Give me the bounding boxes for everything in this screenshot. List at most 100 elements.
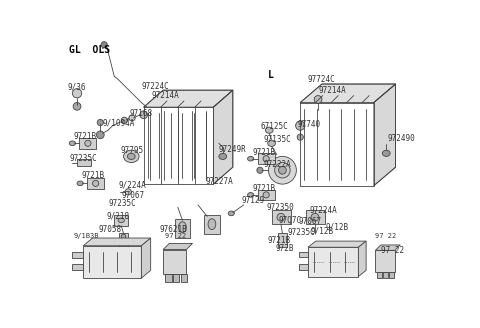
Ellipse shape bbox=[268, 140, 276, 146]
Text: 9/224A: 9/224A bbox=[119, 181, 147, 190]
Text: 97 22: 97 22 bbox=[381, 246, 404, 256]
Ellipse shape bbox=[311, 214, 319, 221]
Ellipse shape bbox=[265, 127, 273, 133]
Text: 9/12B: 9/12B bbox=[325, 223, 348, 232]
Ellipse shape bbox=[96, 131, 104, 139]
Ellipse shape bbox=[263, 155, 269, 162]
Bar bbox=[181, 274, 187, 282]
Ellipse shape bbox=[121, 234, 126, 239]
Text: 9/36: 9/36 bbox=[68, 82, 86, 92]
Ellipse shape bbox=[179, 222, 186, 233]
Ellipse shape bbox=[257, 167, 263, 173]
Text: 97067: 97067 bbox=[122, 191, 145, 200]
Text: 9/1B3B: 9/1B3B bbox=[74, 233, 99, 239]
Text: 9/218: 9/218 bbox=[107, 211, 130, 220]
Text: 97235C: 97235C bbox=[108, 199, 136, 209]
Text: 9/1094A: 9/1094A bbox=[103, 119, 135, 128]
Ellipse shape bbox=[140, 111, 147, 119]
Bar bbox=[308, 247, 359, 277]
Polygon shape bbox=[300, 84, 396, 102]
Text: 97135C: 97135C bbox=[264, 135, 291, 144]
Text: 9721B: 9721B bbox=[74, 133, 97, 141]
Ellipse shape bbox=[101, 42, 107, 48]
Text: 972490: 972490 bbox=[387, 134, 415, 143]
Bar bbox=[72, 264, 83, 270]
Bar bbox=[258, 190, 275, 200]
Ellipse shape bbox=[73, 102, 81, 110]
Bar bbox=[204, 215, 220, 234]
Ellipse shape bbox=[248, 156, 254, 161]
Bar bbox=[166, 274, 172, 282]
Polygon shape bbox=[144, 90, 233, 107]
Ellipse shape bbox=[72, 89, 82, 98]
Text: L: L bbox=[268, 70, 274, 80]
Polygon shape bbox=[374, 84, 396, 186]
Bar bbox=[375, 250, 395, 272]
Ellipse shape bbox=[129, 115, 135, 121]
Bar bbox=[87, 178, 104, 189]
Bar bbox=[383, 272, 388, 278]
Ellipse shape bbox=[296, 121, 305, 130]
Polygon shape bbox=[142, 238, 151, 278]
Bar bbox=[306, 210, 325, 224]
Text: GL  OLS: GL OLS bbox=[69, 45, 110, 55]
Text: 97222A: 97222A bbox=[263, 160, 291, 169]
Text: 97129: 97129 bbox=[241, 196, 264, 205]
Ellipse shape bbox=[127, 153, 135, 159]
Text: 97621B: 97621B bbox=[159, 225, 187, 234]
Ellipse shape bbox=[123, 150, 139, 163]
Text: 97235C: 97235C bbox=[69, 154, 97, 163]
Text: 972350: 972350 bbox=[267, 203, 295, 212]
Bar bbox=[389, 272, 394, 278]
Ellipse shape bbox=[248, 193, 254, 197]
Bar bbox=[377, 272, 382, 278]
Text: 9721B: 9721B bbox=[252, 184, 276, 193]
Text: 97 22: 97 22 bbox=[165, 233, 186, 239]
Polygon shape bbox=[214, 90, 233, 184]
Bar bbox=[163, 250, 186, 274]
Ellipse shape bbox=[314, 95, 322, 103]
Text: 67125C: 67125C bbox=[261, 122, 288, 131]
Bar bbox=[114, 215, 128, 226]
Text: 9/12B: 9/12B bbox=[311, 226, 334, 236]
Bar bbox=[72, 252, 83, 258]
Bar bbox=[83, 246, 142, 278]
Text: 97795: 97795 bbox=[120, 146, 144, 155]
Polygon shape bbox=[83, 238, 151, 246]
Ellipse shape bbox=[297, 134, 303, 140]
Bar bbox=[175, 219, 190, 238]
Ellipse shape bbox=[208, 219, 216, 230]
Ellipse shape bbox=[268, 156, 296, 184]
Ellipse shape bbox=[93, 180, 99, 186]
Bar bbox=[299, 252, 308, 257]
Text: 97168: 97168 bbox=[130, 109, 153, 118]
Text: 97 22: 97 22 bbox=[375, 233, 396, 239]
Ellipse shape bbox=[277, 214, 285, 221]
Bar bbox=[77, 159, 91, 166]
Ellipse shape bbox=[121, 117, 127, 123]
Polygon shape bbox=[308, 241, 366, 247]
Text: 9721B: 9721B bbox=[252, 148, 276, 157]
Ellipse shape bbox=[263, 192, 269, 198]
Polygon shape bbox=[163, 243, 192, 250]
Ellipse shape bbox=[77, 181, 83, 186]
Text: 97224C: 97224C bbox=[142, 82, 169, 91]
Bar bbox=[278, 234, 287, 247]
Text: 97235C: 97235C bbox=[288, 228, 316, 237]
Polygon shape bbox=[359, 241, 366, 277]
Bar bbox=[79, 138, 96, 149]
Bar bbox=[173, 274, 180, 282]
Text: 9721B: 9721B bbox=[82, 171, 105, 180]
Text: 97227A: 97227A bbox=[206, 177, 233, 186]
Ellipse shape bbox=[278, 166, 286, 174]
Text: 97740: 97740 bbox=[298, 120, 321, 129]
Text: 97067: 97067 bbox=[299, 217, 322, 226]
Ellipse shape bbox=[69, 141, 75, 146]
Ellipse shape bbox=[228, 211, 234, 216]
Bar bbox=[272, 210, 291, 224]
Ellipse shape bbox=[383, 150, 390, 156]
Ellipse shape bbox=[125, 189, 132, 195]
Bar bbox=[258, 153, 275, 164]
Text: 97Q7C: 97Q7C bbox=[278, 215, 301, 225]
Bar bbox=[119, 234, 128, 247]
